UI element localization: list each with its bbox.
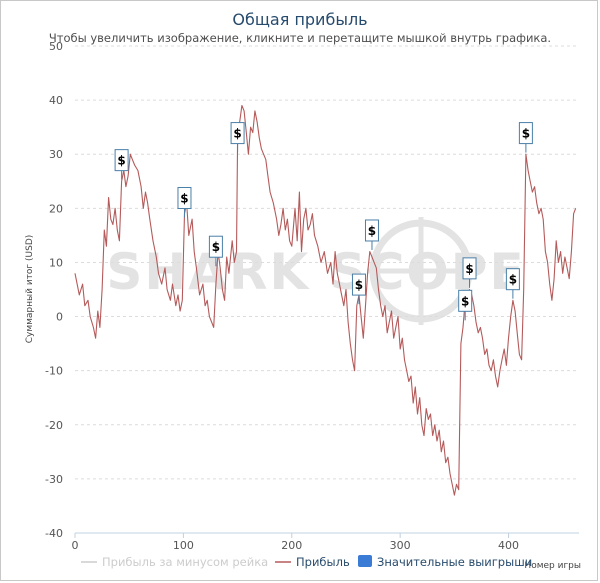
legend-item-rake[interactable]: Прибыль за минусом рейка	[81, 555, 268, 569]
grid-lines	[75, 45, 579, 480]
y-tick-label: -20	[45, 419, 63, 432]
flag-box	[208, 235, 223, 258]
flag-box	[518, 122, 533, 145]
x-tick-label: 400	[498, 539, 519, 552]
flag-box	[114, 149, 129, 172]
y-axis-ticks: -40 -30 -20 -10 0 10 20 30 40 50	[45, 40, 63, 540]
flag-label: $	[355, 278, 363, 292]
x-tick-label: 200	[281, 539, 302, 552]
legend-profit-label: Прибыль	[296, 555, 350, 569]
legend-big-wins-swatch	[358, 555, 372, 567]
big-win-flag: $	[458, 289, 473, 321]
flag-label: $	[522, 127, 530, 141]
big-win-flag: $	[114, 149, 129, 180]
watermark: SHARK SCOPE	[106, 217, 524, 325]
flag-label: $	[368, 224, 376, 238]
series-layer	[74, 104, 577, 496]
flag-label: $	[465, 262, 473, 276]
y-tick-label: -30	[45, 473, 63, 486]
y-tick-label: -40	[45, 527, 63, 540]
flag-box	[505, 268, 520, 291]
legend: Прибыль за минусом рейка Прибыль Значите…	[81, 555, 532, 569]
flag-box	[351, 273, 366, 296]
legend-rake-label: Прибыль за минусом рейка	[102, 555, 268, 569]
big-win-flag: $	[351, 273, 366, 305]
big-win-flag: $	[177, 187, 192, 218]
big-win-markers: $ $ $ $ $ $ $ $ $ $	[114, 122, 533, 321]
big-win-flag: $	[208, 235, 223, 267]
flag-label: $	[180, 192, 188, 206]
flag-label: $	[212, 240, 220, 254]
chart-title: Общая прибыль	[232, 10, 367, 29]
profit-line	[74, 104, 577, 496]
legend-big-wins-label: Значительные выигрыши	[377, 555, 532, 569]
flag-label: $	[233, 127, 241, 141]
x-tick-label: 0	[72, 539, 79, 552]
y-tick-label: 0	[56, 311, 63, 324]
big-win-flag: $	[364, 219, 379, 250]
flag-box	[458, 289, 473, 312]
x-tick-label: 100	[173, 539, 194, 552]
flag-label: $	[461, 294, 469, 308]
big-win-flag: $	[462, 257, 477, 288]
big-win-flag: $	[505, 268, 520, 299]
flag-label: $	[117, 154, 125, 168]
flag-box	[462, 257, 477, 280]
x-axis-ticks: 0 100 200 300 400	[72, 533, 519, 552]
flag-box	[364, 219, 379, 242]
y-axis-title: Суммарный итог (USD)	[25, 235, 35, 344]
legend-item-profit[interactable]: Прибыль	[275, 555, 350, 569]
y-tick-label: 20	[49, 202, 63, 215]
flag-label: $	[509, 273, 517, 287]
legend-item-big-wins[interactable]: Значительные выигрыши	[358, 555, 532, 569]
y-tick-label: 50	[49, 40, 63, 53]
flag-box	[230, 122, 245, 145]
y-tick-label: 10	[49, 256, 63, 269]
big-win-flag: $	[518, 122, 533, 153]
big-win-flag: $	[230, 122, 245, 153]
y-tick-label: -10	[45, 365, 63, 378]
y-tick-label: 40	[49, 94, 63, 107]
x-axis-title: Номер игры	[524, 561, 581, 571]
y-tick-label: 30	[49, 148, 63, 161]
chart-subtitle: Чтобы увеличить изображение, кликните и …	[49, 31, 551, 45]
flag-box	[177, 187, 192, 210]
x-tick-label: 300	[390, 539, 411, 552]
